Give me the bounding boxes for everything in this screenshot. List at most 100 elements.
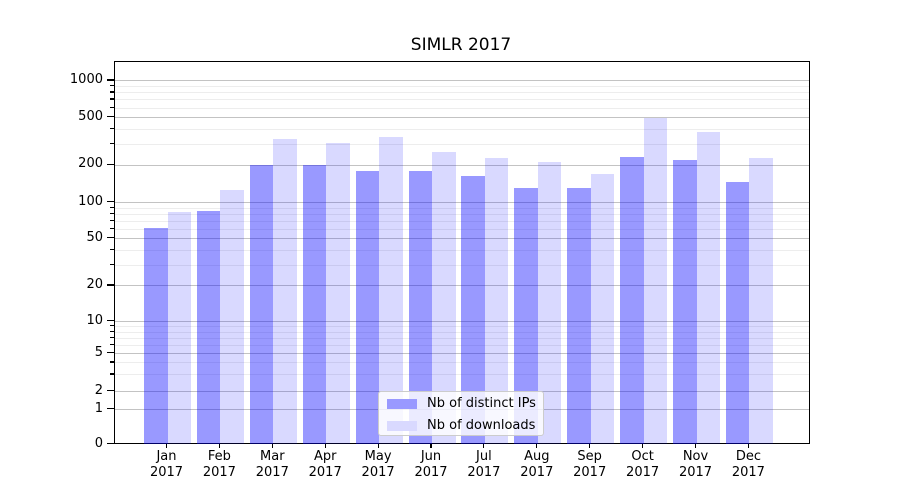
x-tick-label-aug: Aug 2017 [510, 449, 564, 480]
y-minortick-30 [109, 263, 114, 265]
chart-title: SIMLR 2017 [410, 35, 512, 55]
minor-gridline-800 [114, 92, 809, 94]
bar-downloads-mar [273, 139, 297, 445]
legend-label-downloads: Nb of downloads [427, 418, 536, 433]
y-minortick-9 [109, 325, 114, 327]
minor-gridline-30 [114, 264, 809, 266]
x-label-month: Oct [631, 449, 654, 464]
y-minortick-800 [109, 91, 114, 93]
minor-gridline-80 [114, 213, 809, 215]
x-label-year: 2017 [308, 464, 342, 480]
minor-gridline-900 [114, 86, 809, 88]
x-label-month: Apr [313, 449, 337, 464]
x-tick-label-dec: Dec 2017 [721, 449, 775, 480]
y-minortick-300 [109, 142, 114, 144]
bar-downloads-jun [432, 152, 456, 445]
gridline-1000 [114, 80, 809, 82]
gridline-100 [114, 202, 809, 204]
x-label-year: 2017 [626, 464, 660, 480]
y-minortick-4 [109, 361, 114, 363]
y-tick-label-1: 1 [94, 400, 103, 416]
bar-downloads-aug [537, 161, 562, 445]
y-tick-20 [106, 284, 114, 286]
x-label-month: Nov [682, 449, 709, 464]
y-minortick-600 [109, 106, 114, 108]
x-label-year: 2017 [202, 464, 236, 480]
gridline-5 [114, 353, 809, 355]
minor-gridline-3 [114, 374, 809, 376]
bar-downloads-sep [590, 173, 615, 445]
y-tick-2 [106, 390, 114, 392]
y-minortick-7 [109, 336, 114, 338]
minor-gridline-7 [114, 337, 809, 339]
y-tick-1 [106, 408, 114, 410]
gridline-200 [114, 164, 809, 166]
y-minortick-6 [109, 343, 114, 345]
y-tick-50 [106, 237, 114, 239]
bar-distinct-ips-sep [567, 187, 591, 445]
x-tick-label-may: May 2017 [351, 449, 405, 480]
legend-swatch-downloads [387, 420, 417, 431]
x-label-year: 2017 [255, 464, 289, 480]
legend: Nb of distinct IPs Nb of downloads [378, 390, 544, 436]
bar-distinct-ips-may [355, 170, 380, 445]
minor-gridline-600 [114, 107, 809, 109]
bar-distinct-ips-aug [514, 187, 538, 445]
gridline-500 [114, 117, 809, 119]
bar-distinct-ips-oct [620, 156, 644, 445]
x-tick-oct [642, 443, 644, 448]
legend-item-downloads: Nb of downloads [379, 416, 543, 436]
x-tick-jun [430, 443, 432, 448]
minor-gridline-4 [114, 362, 809, 364]
x-tick-nov [694, 443, 697, 448]
x-tick-apr [324, 443, 326, 448]
x-label-year: 2017 [467, 464, 501, 480]
bar-distinct-ips-jan [144, 227, 168, 445]
x-tick-label-apr: Apr 2017 [298, 449, 352, 480]
bar-downloads-jan [167, 211, 191, 445]
x-label-year: 2017 [678, 464, 713, 480]
legend-swatch-distinct-ips [387, 398, 417, 409]
x-label-month: Jun [420, 449, 442, 464]
y-minortick-70 [109, 219, 114, 221]
minor-gridline-9 [114, 326, 809, 328]
bar-distinct-ips-jul [461, 176, 485, 445]
y-tick-label-2: 2 [94, 382, 103, 398]
x-tick-label-sep: Sep 2017 [563, 449, 617, 480]
bar-downloads-may [379, 136, 403, 445]
y-tick-label-50: 50 [86, 229, 103, 245]
x-tick-mar [271, 443, 273, 448]
bar-distinct-ips-dec [725, 181, 750, 445]
bar-distinct-ips-feb [196, 210, 221, 445]
x-tick-sep [589, 443, 591, 448]
y-minortick-8 [109, 330, 114, 332]
x-tick-dec [747, 443, 749, 448]
minor-gridline-40 [114, 249, 809, 251]
minor-gridline-700 [114, 99, 809, 101]
minor-gridline-6 [114, 344, 809, 346]
y-tick-5 [106, 352, 114, 354]
y-tick-label-5: 5 [94, 344, 103, 360]
x-label-month: Feb [207, 449, 231, 464]
y-minortick-700 [109, 98, 114, 100]
x-label-year: 2017 [520, 464, 554, 480]
gridline-20 [114, 285, 809, 287]
plot-area [113, 61, 810, 445]
gridline-10 [114, 321, 809, 323]
bar-distinct-ips-nov [673, 159, 697, 445]
x-label-month: Sep [577, 449, 602, 464]
bar-downloads-jul [484, 158, 509, 445]
bar-downloads-oct [643, 118, 668, 445]
y-minortick-3 [109, 373, 114, 375]
x-tick-label-mar: Mar 2017 [245, 449, 299, 480]
bar-distinct-ips-apr [302, 165, 327, 445]
x-tick-aug [536, 443, 538, 448]
bar-downloads-apr [326, 142, 350, 445]
y-tick-label-1000: 1000 [69, 72, 103, 87]
y-minortick-60 [109, 227, 114, 229]
legend-item-distinct-ips: Nb of distinct IPs [379, 394, 543, 414]
y-tick-500 [106, 116, 114, 118]
y-minortick-40 [109, 248, 114, 250]
x-label-month: May [364, 449, 392, 464]
